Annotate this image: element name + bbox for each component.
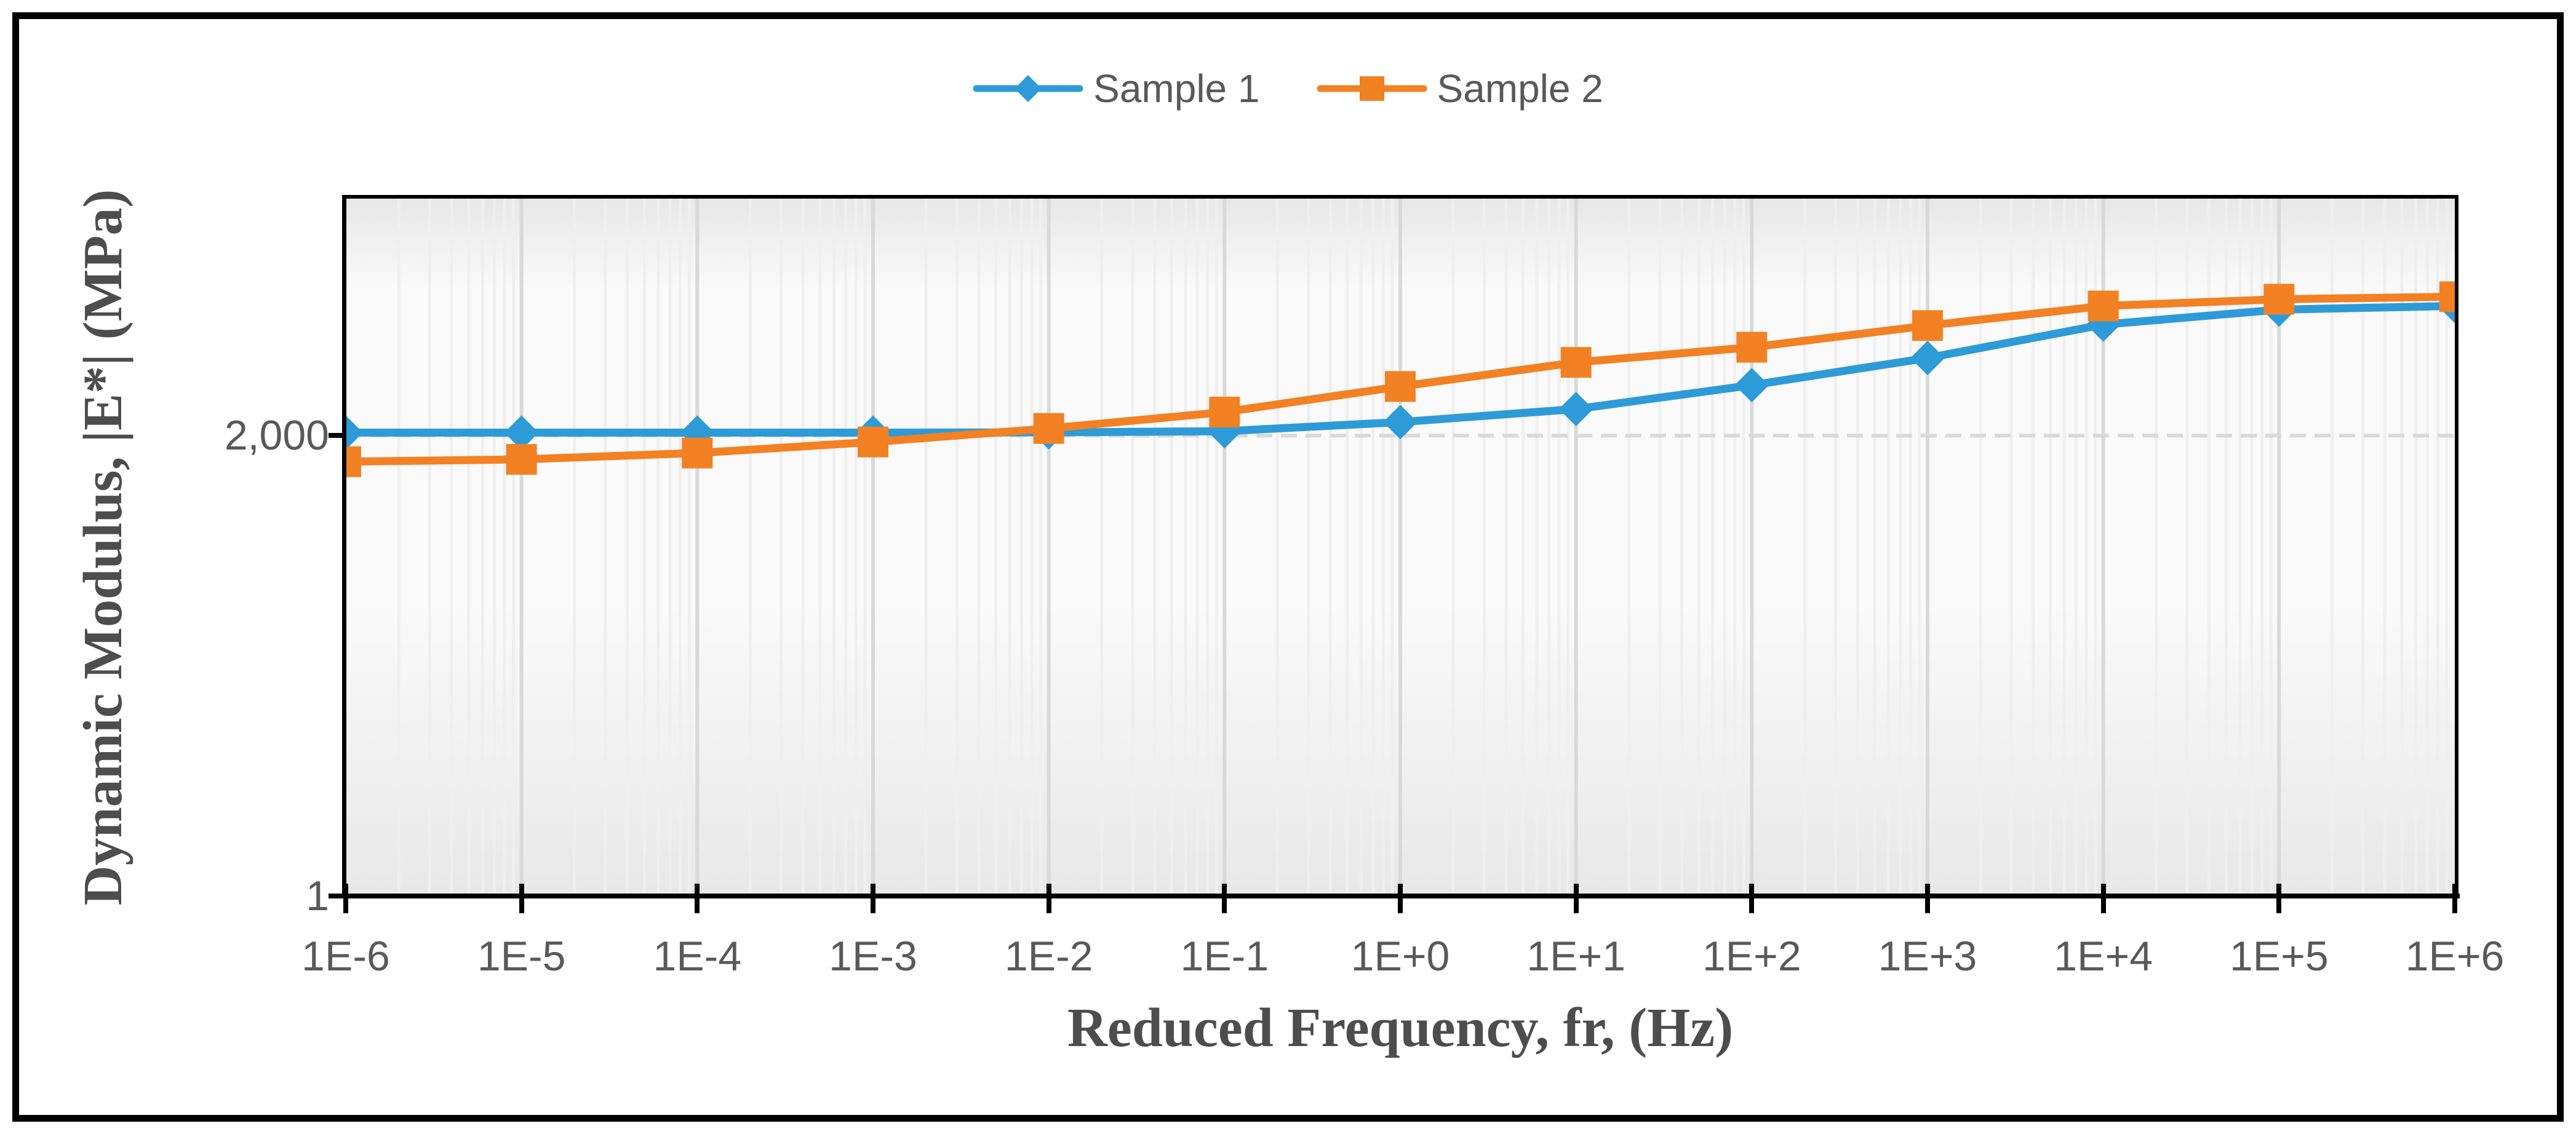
y-axis-tick-label: 1 [306,873,329,919]
data-point-square [1560,347,1592,378]
x-axis-tick [2100,884,2106,913]
x-axis-tick-label: 1E-4 [653,933,742,980]
data-point-square [1385,371,1416,402]
x-axis-tick [1749,884,1755,913]
data-point-diamond [504,415,539,450]
x-axis-tick [343,884,348,913]
x-axis-title: Reduced Frequency, fr, (Hz) [1067,997,1734,1058]
x-axis-tick [2276,884,2282,913]
data-point-diamond [1734,368,1769,403]
x-axis-tick-label: 1E+1 [1526,933,1626,980]
x-axis-tick-label: 1E-2 [1004,933,1093,980]
diamond-legend-marker-icon [973,75,1083,102]
data-point-square [1912,310,1943,341]
x-axis-tick-label: 1E+4 [2054,933,2153,980]
data-point-diamond [2086,307,2121,342]
x-axis-line [331,894,2460,898]
square-legend-marker-icon [1317,76,1427,101]
x-axis-tick-label: 1E-1 [1180,933,1269,980]
x-axis-tick [1925,884,1930,913]
data-point-square [858,426,888,458]
data-point-diamond [1910,341,1945,376]
data-point-square [2439,281,2455,312]
x-axis-tick-label: 1E+2 [1702,933,1801,980]
x-axis-tick [1046,884,1051,913]
x-axis-tick [695,884,700,913]
legend-item-sample-1: Sample 1 [973,66,1260,111]
y-axis-tick [329,433,346,438]
data-point-diamond [346,415,363,450]
legend-label: Sample 1 [1093,66,1260,111]
data-point-square [346,446,361,477]
legend-item-sample-2: Sample 2 [1317,69,1603,108]
x-axis-tick-label: 1E-5 [477,933,566,980]
x-axis-tick [1573,884,1579,913]
data-point-square [506,444,537,475]
data-point-square [2088,290,2119,322]
data-point-diamond [1383,405,1418,440]
y-axis-tick-label: 2,000 [224,412,329,459]
y-axis-tick [329,894,346,898]
legend-label: Sample 2 [1437,66,1603,111]
x-axis-tick-label: 1E+6 [2405,933,2505,980]
x-axis-tick [871,884,875,913]
x-axis-tick [1222,884,1227,913]
data-point-diamond [1558,392,1593,427]
x-axis-tick [2452,884,2457,913]
x-axis-tick-label: 1E+0 [1350,933,1450,980]
data-point-square [1033,413,1064,444]
data-point-square [1209,397,1240,428]
data-point-square [2263,284,2295,315]
y-axis-title: Dynamic Modulus, |E*| (MPa) [73,189,134,906]
x-axis-tick-label: 1E-6 [301,933,390,980]
x-axis-tick-label: 1E-3 [829,933,917,980]
x-axis-tick-label: 1E+5 [2229,933,2329,980]
x-axis-tick-label: 1E+3 [1878,933,1977,980]
plot-area [346,199,2455,896]
data-point-square [682,437,713,469]
x-axis-tick [519,884,524,913]
legend: Sample 1 Sample 2 [0,69,2576,108]
data-point-square [1736,331,1768,363]
x-axis-tick [1398,884,1403,913]
